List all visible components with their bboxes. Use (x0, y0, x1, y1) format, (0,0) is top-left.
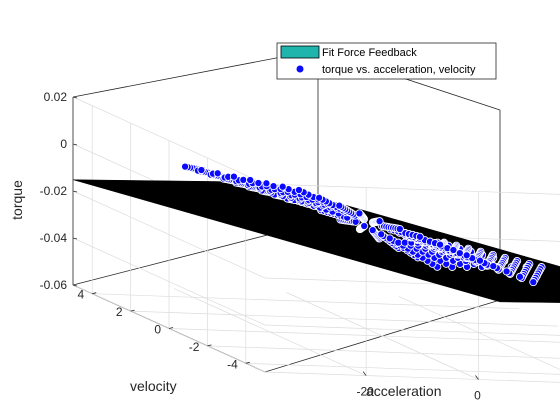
z-tick-mark (72, 237, 78, 240)
scatter-point (246, 175, 255, 185)
scatter-point (294, 185, 303, 195)
z-tick-mark (72, 96, 78, 99)
scatter-point (375, 217, 384, 226)
scatter-point (449, 245, 458, 255)
x-axis-label: acceleration (366, 383, 442, 399)
scatter-point (489, 262, 498, 271)
y-tick-mark (130, 309, 135, 312)
x-tick-mark (475, 375, 479, 380)
legend-point-marker (296, 65, 304, 73)
scatter-point (254, 178, 263, 188)
scatter-point (400, 238, 409, 247)
y-tick-mark (207, 344, 212, 347)
scatter-point (229, 172, 238, 181)
scatter-point (315, 193, 324, 202)
y-tick-label: 4 (78, 288, 85, 302)
scatter-point (262, 179, 271, 188)
y-tick-label: -2 (189, 340, 200, 354)
scatter-point (385, 234, 394, 243)
scatter-point (502, 267, 511, 276)
legend-surface-label: Fit Force Feedback (322, 47, 417, 59)
scatter-point (355, 209, 364, 218)
scatter-point (377, 230, 386, 239)
fit-surface (72, 179, 560, 303)
y-axis-label: velocity (130, 378, 177, 394)
z-tick-label: -0.06 (40, 278, 68, 292)
x-tick-label: -20 (356, 385, 374, 399)
grid-line-x-floor (398, 296, 560, 370)
y-tick-mark (245, 361, 250, 364)
scatter-point (436, 240, 445, 249)
grid-line-z (72, 284, 560, 383)
scatter-point (475, 256, 485, 265)
y-tick-label: -4 (227, 357, 238, 371)
legend-box (276, 42, 497, 80)
z-tick-label: -0.04 (40, 231, 68, 245)
scatter-point (269, 182, 278, 191)
x-tick-mark (362, 371, 367, 376)
scatter-point (213, 169, 222, 178)
scatter-point (360, 221, 369, 231)
x-tick-label: 0 (474, 389, 481, 403)
scatter-point (181, 162, 190, 171)
grid-line-z (72, 237, 560, 336)
scatter-point (462, 251, 471, 260)
scatter-point (368, 226, 377, 235)
z-tick-mark (72, 190, 78, 193)
z-axis-label: torque (9, 180, 25, 220)
y-tick-label: 0 (154, 323, 161, 337)
scatter-points (181, 162, 546, 287)
scatter-point (335, 201, 344, 210)
y-tick-label: 2 (116, 305, 123, 319)
y-tick-mark (168, 327, 174, 329)
legend-surface-swatch (280, 45, 320, 59)
grid-line-x-floor (173, 288, 367, 376)
scatter-point (515, 272, 525, 281)
legend-points-label: torque vs. acceleration, velocity (322, 64, 476, 76)
scatter-point (395, 224, 404, 234)
z-tick-label: -0.02 (40, 184, 68, 198)
z-tick-label: 0 (60, 137, 67, 151)
scatter-point (278, 182, 287, 191)
z-tick-mark (72, 143, 78, 146)
scatter-point (197, 165, 206, 175)
scatter-point (415, 232, 424, 241)
z-tick-label: 0.02 (44, 90, 68, 104)
z-tick-mark (72, 284, 78, 287)
grid-line-x-floor (286, 292, 479, 380)
legend: Fit Force Feedback torque vs. accelerati… (276, 42, 497, 80)
scatter-point (239, 175, 248, 184)
y-tick-mark (92, 292, 97, 295)
scatter-point (529, 278, 538, 287)
